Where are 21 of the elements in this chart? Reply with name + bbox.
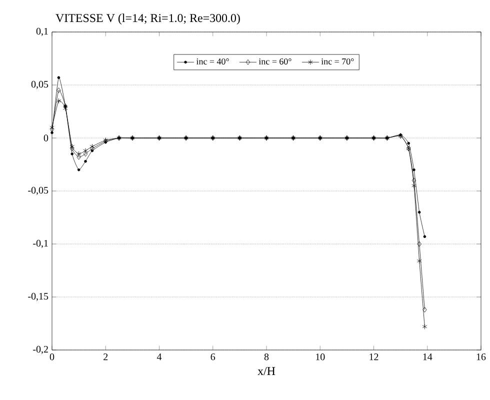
y-tick-label: -0,15 [28, 292, 48, 302]
y-tick-label: -0,1 [33, 240, 48, 248]
y-tick-label: 0 [44, 134, 48, 142]
y-tick-label: -0,05 [28, 186, 48, 196]
y-tick-label: -0,2 [33, 346, 48, 354]
legend-label: inc = 70° [321, 58, 354, 64]
x-tick-label: 12 [370, 354, 378, 360]
x-tick-label: 10 [316, 354, 325, 360]
x-tick-label: 6 [210, 354, 216, 360]
y-tick-label: 0,05 [31, 80, 48, 90]
x-tick-label: 4 [156, 354, 162, 360]
x-tick-label: 2 [104, 354, 108, 360]
chart-title: VITESSE V (l=14; Ri=1.0; Re=300.0) [56, 14, 240, 24]
x-tick-label: 0 [50, 354, 54, 360]
x-tick-label: 14 [423, 354, 432, 360]
legend-label: inc = 60° [258, 58, 292, 64]
x-axis-title: x/H [258, 367, 276, 376]
x-tick-label: 16 [476, 354, 486, 360]
legend-label: inc = 40° [196, 58, 229, 64]
x-tick-label: 8 [264, 354, 269, 360]
y-tick-label: 0,1 [36, 28, 48, 36]
